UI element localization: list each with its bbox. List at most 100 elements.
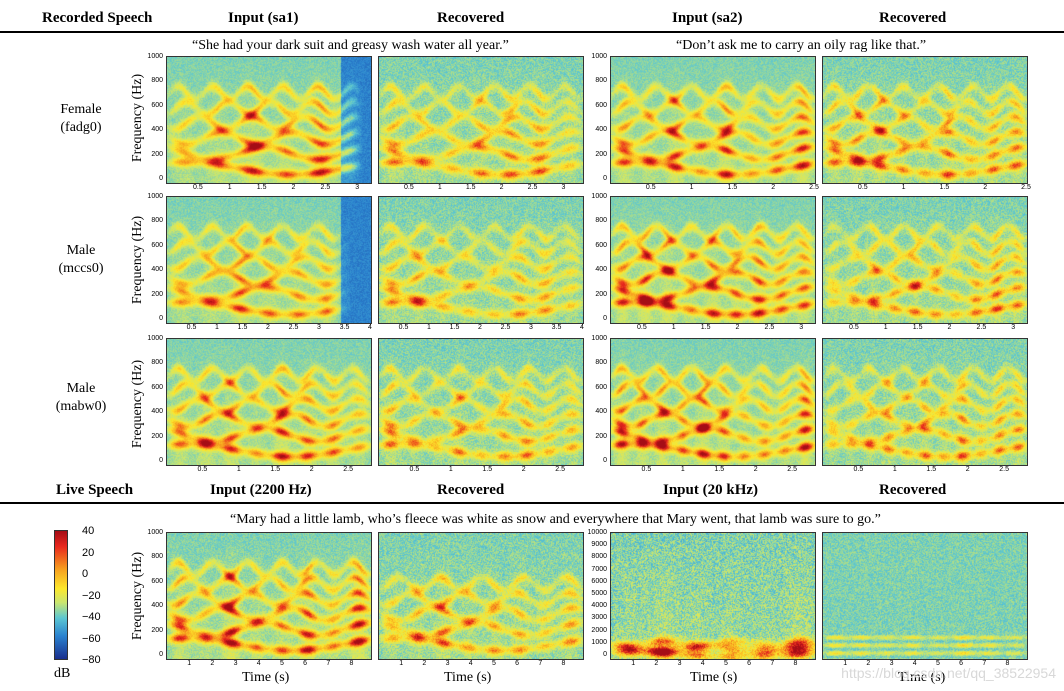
input-20khz-ytick: 6000 xyxy=(591,577,607,585)
input-sa2-row1-ytick: 800 xyxy=(595,77,607,85)
input-sa1-row2-ytick: 800 xyxy=(151,217,163,225)
input-sa1-row2-ytick: 0 xyxy=(159,315,163,322)
recovered-sa1-row2-xtick: 1 xyxy=(427,324,431,331)
row-label-fadg0: Female (fadg0) xyxy=(26,101,136,137)
recovered-sa2-row3-xtick: 1.5 xyxy=(926,466,937,473)
input-2200hz-header: Input (2200 Hz) xyxy=(210,482,312,498)
recovered-2200hz-xtick: 2 xyxy=(422,660,427,667)
input-20khz-ytick: 5000 xyxy=(591,590,607,597)
spectrogram-image xyxy=(379,57,583,183)
input-sa2-row1-xtick: 0.5 xyxy=(645,184,656,191)
input-20khz-xtick: 5 xyxy=(723,660,728,667)
input-sa1-row1-ytick: 1000 xyxy=(147,53,163,60)
input-2200hz-ytick: 200 xyxy=(151,626,163,634)
input-20khz-header: Input (20 kHz) xyxy=(663,482,759,498)
input-sa1-row2-ytick: 200 xyxy=(151,290,163,298)
input-sa1-row2-spectrogram xyxy=(166,196,372,324)
recovered-sa2-row1-xtick: 1 xyxy=(901,184,906,191)
input-20khz-ytick: 0 xyxy=(603,651,607,658)
input-sa1-row1-ytick: 800 xyxy=(151,77,163,85)
input-sa2-row3-xtick: 2 xyxy=(753,466,758,473)
input-sa1-row3-ytick: 400 xyxy=(151,408,163,416)
input-sa1-row3-ytick: 1000 xyxy=(147,335,163,342)
input-sa1-row1-xtick: 3 xyxy=(355,184,360,191)
input-sa1-row2-xtick: 1 xyxy=(215,324,219,331)
recovered-sa2-row1-xtick: 0.5 xyxy=(857,184,868,191)
input-20khz-xtick: 6 xyxy=(747,660,752,667)
recovered-2200hz-header: Recovered xyxy=(437,482,505,498)
input-sa1-row2-xtick: 0.5 xyxy=(186,324,197,331)
input-sa2-row3-ytick: 400 xyxy=(595,408,607,416)
input-20khz-xtick: 3 xyxy=(677,660,682,667)
recovered-sa2-row1-spectrogram xyxy=(822,56,1028,184)
speaker-gender: Male xyxy=(66,381,96,396)
input-sa2-row1-ytick: 0 xyxy=(603,175,607,182)
input-sa2-row3-ytick: 800 xyxy=(595,359,607,367)
speaker-gender: Male xyxy=(66,243,96,258)
input-sa2-row1-ytick: 1000 xyxy=(591,53,607,60)
input-sa1-row3-ytick: 800 xyxy=(151,359,163,367)
recovered-sa1-row1-xtick: 3 xyxy=(561,184,566,191)
recovered-sa2-row3-xtick: 2 xyxy=(965,466,970,473)
recovered-2200hz-xtick: 6 xyxy=(515,660,520,667)
input-sa1-row3-spectrogram xyxy=(166,338,372,466)
x-axis-label-1: Time (s) xyxy=(242,670,290,685)
input-20khz-xtick: 2 xyxy=(654,660,659,667)
input-sa2-row2-ytick: 400 xyxy=(595,266,607,274)
input-sa2-row1-spectrogram xyxy=(610,56,816,184)
spectrogram-image xyxy=(379,197,583,323)
recovered-sa2-row2-xtick: 2.5 xyxy=(976,324,987,331)
recovered-sa1-row2-xtick: 2 xyxy=(478,324,482,331)
recovered-sa1-row1-spectrogram xyxy=(378,56,584,184)
input-sa1-row2-ytick: 1000 xyxy=(147,193,163,200)
input-sa1-row3-xtick: 1.5 xyxy=(270,466,281,473)
spectrogram-image xyxy=(611,339,815,465)
recovered-sa1-row3-xtick: 2 xyxy=(521,466,526,473)
recovered-sa1-row1-xtick: 2 xyxy=(499,184,504,191)
recovered-20khz-spectrogram xyxy=(822,532,1028,660)
header-rule-top xyxy=(0,31,1064,33)
recovered-sa2-row2-xtick: 2 xyxy=(947,324,952,331)
recovered-20khz-xtick: 5 xyxy=(935,660,940,667)
x-axis-label-3: Time (s) xyxy=(690,670,738,685)
recorded-speech-header: Recorded Speech xyxy=(42,10,153,26)
input-20khz-ytick: 10000 xyxy=(587,529,607,536)
input-sa2-row3-ytick: 1000 xyxy=(591,335,607,342)
input-2200hz-xtick: 5 xyxy=(279,660,284,667)
input-sa1-row3-ytick: 0 xyxy=(159,457,163,464)
speaker-id: (mccs0) xyxy=(58,261,104,276)
input-2200hz-xtick: 6 xyxy=(303,660,308,667)
input-sa2-header: Input (sa2) xyxy=(672,10,743,26)
input-sa2-row3-xtick: 1 xyxy=(680,466,685,473)
recovered-sa2-row3-xtick: 2.5 xyxy=(999,466,1009,473)
row-label-mabw0: Male (mabw0) xyxy=(26,380,136,416)
input-sa2-row2-xtick: 0.5 xyxy=(637,324,647,331)
spectrogram-image xyxy=(167,533,371,659)
input-sa2-row2-ytick: 200 xyxy=(595,290,607,298)
recovered-sa2-row3-spectrogram xyxy=(822,338,1028,466)
spectrogram-image xyxy=(823,339,1027,465)
recovered-sa2-row2-xtick: 1.5 xyxy=(912,324,923,331)
input-sa1-row3-xtick: 2 xyxy=(309,466,314,473)
x-axis-label-4: Time (s) xyxy=(898,670,946,685)
colorbar-tick: 20 xyxy=(82,546,95,559)
recovered-sa1-row3-spectrogram xyxy=(378,338,584,466)
recovered-20khz-header: Recovered xyxy=(879,482,947,498)
header-rule-live xyxy=(0,502,1064,504)
input-20khz-ytick: 8000 xyxy=(591,553,607,561)
input-20khz-ytick: 7000 xyxy=(591,565,607,573)
spectrogram-image xyxy=(611,533,815,659)
input-sa2-row3-ytick: 0 xyxy=(603,457,607,464)
input-sa2-row2-ytick: 0 xyxy=(603,315,607,322)
recovered-sa2-row2-xtick: 1 xyxy=(883,324,888,331)
colorbar-tick: −80 xyxy=(82,654,101,666)
input-sa1-row1-xtick: 1 xyxy=(227,184,232,191)
input-sa2-row3-xtick: 0.5 xyxy=(641,466,652,473)
input-sa2-row2-xtick: 2 xyxy=(735,324,740,331)
input-sa1-row1-xtick: 1.5 xyxy=(256,184,267,191)
input-sa2-row3-xtick: 2.5 xyxy=(787,466,797,473)
input-20khz-xtick: 7 xyxy=(770,660,775,667)
recovered-sa2-row3-xtick: 1 xyxy=(892,466,897,473)
input-sa2-row1-xtick: 2 xyxy=(771,184,776,191)
input-sa1-row1-ytick: 400 xyxy=(151,126,163,134)
